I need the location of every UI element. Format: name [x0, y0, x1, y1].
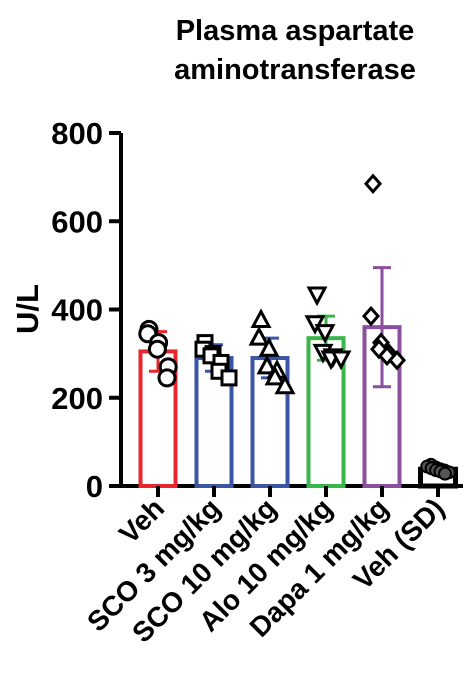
data-point — [256, 354, 278, 375]
data-point — [250, 308, 272, 329]
data-point — [314, 324, 336, 344]
y-tick-label: 800 — [51, 116, 103, 151]
chart-title: Plasma aspartate aminotransferase — [130, 12, 460, 90]
y-tick-label: 200 — [51, 381, 103, 416]
data-point — [258, 337, 280, 357]
data-point — [306, 286, 328, 307]
chart-title-line-1: Plasma aspartate — [175, 15, 415, 47]
data-point — [364, 173, 382, 195]
data-point — [274, 374, 296, 395]
data-point — [362, 305, 380, 327]
data-point — [388, 349, 406, 371]
y-tick-label: 0 — [86, 469, 103, 504]
y-tick-label: 600 — [51, 204, 103, 239]
y-axis-label: U/L — [10, 284, 45, 334]
data-point — [248, 325, 270, 346]
data-point — [157, 368, 177, 388]
data-point — [330, 350, 352, 371]
y-tick-label: 400 — [51, 293, 103, 328]
chart-title-line-2: aminotransferase — [174, 54, 416, 86]
data-point — [264, 365, 286, 386]
data-point — [220, 369, 238, 387]
data-point — [147, 339, 167, 359]
data-point — [438, 466, 452, 481]
